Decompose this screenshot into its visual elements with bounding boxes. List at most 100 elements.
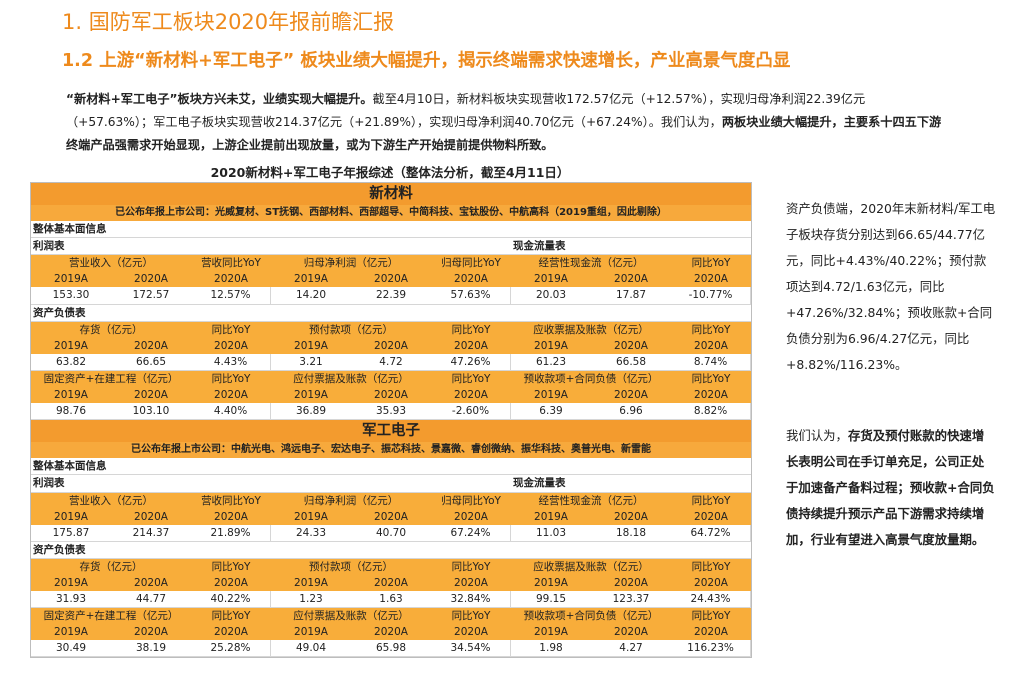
year-header: 2020A <box>694 389 728 402</box>
year-header: 2020A <box>374 576 408 589</box>
table-row: 175.87 214.37 21.89% 24.33 40.70 67.24% 11.03 1… <box>31 524 751 542</box>
column-header: 预收款项+合同负债（亿元） <box>523 372 659 385</box>
table-row: 军工电子 <box>31 420 751 443</box>
year-header: 2020A <box>694 273 728 286</box>
value-cell: 64.72% <box>671 524 751 541</box>
year-header: 2019A <box>294 576 328 589</box>
text-run: 资产负债端，2020年末新材料/军工电子板块存货分别达到66.65/44.77亿… <box>786 201 996 372</box>
year-header: 2019A <box>294 339 328 352</box>
companies: 已公布年报上市公司：中航光电、鸿远电子、宏达电子、振芯科技、景嘉微、睿创微纳、振… <box>131 444 651 456</box>
value-cell: 3.21 <box>299 355 323 368</box>
row-label: 整体基本面信息 <box>33 460 107 473</box>
summary-table: 新材料 已公布年报上市公司：光威复材、ST抚钢、西部材料、西部超导、中简科技、宝钛… <box>30 182 752 659</box>
year-header: 2019A <box>294 389 328 402</box>
year-header: 2020A <box>214 339 248 352</box>
value-cell: 175.87 <box>52 526 90 539</box>
value-cell: 103.10 <box>132 405 170 418</box>
table-title: 2020新材料+军工电子年报综述（整体法分析，截至4月11日） <box>210 165 570 180</box>
table-row: 整体基本面信息 <box>31 221 751 239</box>
year-header: 2020A <box>694 510 728 523</box>
value-cell: 153.30 <box>52 289 90 302</box>
year-header: 2020A <box>614 273 648 286</box>
column-header: 同比YoY <box>451 560 491 573</box>
year-header: 2019A <box>534 339 568 352</box>
value-cell: 14.20 <box>295 289 327 302</box>
page-title: 1. 国防军工板块2020年报前瞻汇报 <box>62 10 395 34</box>
column-header: 归母同比YoY <box>441 257 501 270</box>
year-header: 2020A <box>454 626 488 639</box>
column-header: 营业收入（亿元） <box>69 257 153 270</box>
column-header: 归母同比YoY <box>441 494 501 507</box>
side-paragraph: 我们认为，存货及预付账款的快速增长表明公司在手订单充足，公司正处于加速备产备料过… <box>786 423 996 553</box>
year-header: 2020A <box>374 389 408 402</box>
row-label: 现金流量表 <box>513 477 566 490</box>
year-header: 2019A <box>294 273 328 286</box>
value-cell: 20.03 <box>535 289 567 302</box>
value-cell: 31.93 <box>55 593 87 606</box>
column-header: 同比YoY <box>211 372 251 385</box>
table-row: 资产负债表 <box>31 304 751 322</box>
table-row: 存货（亿元） 同比YoY 预付款项（亿元） 同比YoY 应收票据及账款（亿元） 同比YoY <box>31 321 751 338</box>
row-label: 现金流量表 <box>513 240 566 253</box>
value-cell: 40.70 <box>375 526 407 539</box>
column-header: 经营性现金流（亿元） <box>538 257 644 270</box>
intro-paragraph: “新材料+军工电子”板块方兴未艾，业绩实现大幅提升。截至4月10日，新材料板块实… <box>66 88 951 157</box>
column-header: 同比YoY <box>211 610 251 623</box>
table-row: 已公布年报上市公司：中航光电、鸿远电子、宏达电子、振芯科技、景嘉微、睿创微纳、振… <box>31 442 751 459</box>
year-header: 2020A <box>614 339 648 352</box>
value-cell: 17.87 <box>615 289 647 302</box>
value-cell: 99.15 <box>535 593 567 606</box>
year-header: 2019A <box>54 510 88 523</box>
year-header: 2019A <box>534 273 568 286</box>
year-header: 2020A <box>134 339 168 352</box>
value-cell: -2.60% <box>431 403 511 420</box>
column-header: 同比YoY <box>691 372 731 385</box>
value-cell: 47.26% <box>431 353 511 370</box>
value-cell: -10.77% <box>671 287 751 304</box>
table-row: 固定资产+在建工程（亿元） 同比YoY 应付票据及账款（亿元） 同比YoY 预收款项+合… <box>31 370 751 388</box>
year-header: 2020A <box>374 273 408 286</box>
year-header: 2020A <box>214 626 248 639</box>
table-row: 98.76 103.10 4.40% 36.89 35.93 -2.60% 6.39 6.96… <box>31 403 751 421</box>
column-header: 同比YoY <box>691 323 731 336</box>
value-cell: 4.40% <box>191 403 271 420</box>
value-cell: 4.27 <box>619 642 643 655</box>
year-header: 2020A <box>694 339 728 352</box>
column-header: 归母净利润（亿元） <box>303 257 399 270</box>
value-cell: 8.74% <box>671 353 751 370</box>
year-header: 2019A <box>534 576 568 589</box>
value-cell: 57.63% <box>431 287 511 304</box>
value-cell: 4.72 <box>379 355 403 368</box>
column-header: 同比YoY <box>691 494 731 507</box>
section-title: 1.2 上游“新材料+军工电子” 板块业绩大幅提升，揭示终端需求快速增长，产业高… <box>62 51 791 71</box>
year-header: 2019A <box>54 273 88 286</box>
value-cell: 66.65 <box>135 355 167 368</box>
value-cell: 61.23 <box>535 355 567 368</box>
year-header: 2020A <box>214 510 248 523</box>
column-header: 预收款项+合同负债（亿元） <box>523 610 659 623</box>
text-run: 我们认为， <box>786 428 848 443</box>
value-cell: 30.49 <box>55 642 87 655</box>
table-row: 固定资产+在建工程（亿元） 同比YoY 应付票据及账款（亿元） 同比YoY 预收款项+合… <box>31 608 751 625</box>
table-row: 资产负债表 <box>31 541 751 559</box>
value-cell: 32.84% <box>431 591 511 608</box>
table-row: 2019A 2020A 2020A 2019A 2020A 2020A 2019A 2020A… <box>31 624 751 641</box>
year-header: 2020A <box>134 626 168 639</box>
value-cell: 18.18 <box>615 526 647 539</box>
table-row: 2019A 2020A 2020A 2019A 2020A 2020A 2019A 2020A… <box>31 508 751 525</box>
value-cell: 49.04 <box>295 642 327 655</box>
table-row: 63.82 66.65 4.43% 3.21 4.72 47.26% 61.23 66.58 8… <box>31 353 751 371</box>
row-label: 资产负债表 <box>33 543 86 556</box>
table-row: 存货（亿元） 同比YoY 预付款项（亿元） 同比YoY 应收票据及账款（亿元） 同比YoY <box>31 558 751 575</box>
value-cell: 24.33 <box>295 526 327 539</box>
value-cell: 38.19 <box>135 642 167 655</box>
year-header: 2020A <box>214 389 248 402</box>
year-header: 2020A <box>374 626 408 639</box>
value-cell: 1.63 <box>379 593 403 606</box>
column-header: 预付款项（亿元） <box>309 323 393 336</box>
year-header: 2019A <box>534 510 568 523</box>
value-cell: 6.39 <box>539 405 563 418</box>
year-header: 2020A <box>614 389 648 402</box>
year-header: 2020A <box>694 576 728 589</box>
text-run: 截至4月10日，新材料板块实现营收172.57亿元（+12.57%），实现归母净… <box>66 92 866 129</box>
